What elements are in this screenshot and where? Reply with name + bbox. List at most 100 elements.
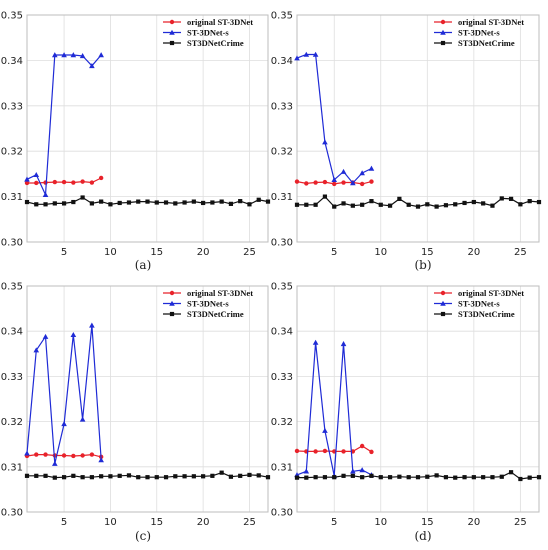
y-tick-label: 0.33 xyxy=(271,372,293,383)
x-tick-label: 20 xyxy=(467,247,480,258)
x-tick-label: 15 xyxy=(421,247,434,258)
data-point xyxy=(304,475,309,480)
panel-caption: (b) xyxy=(414,258,431,272)
data-point xyxy=(145,475,150,480)
data-point xyxy=(341,201,346,206)
y-tick-label: 0.33 xyxy=(1,101,23,112)
y-tick-label: 0.32 xyxy=(271,417,293,428)
legend-label: ST-3DNet-s xyxy=(458,299,500,309)
data-point xyxy=(360,202,365,207)
data-point xyxy=(79,416,86,422)
data-point xyxy=(481,475,486,480)
data-point xyxy=(43,202,48,207)
legend-label: ST-3DNet-s xyxy=(458,28,500,38)
y-tick-label: 0.31 xyxy=(271,462,293,473)
data-point xyxy=(89,201,94,206)
data-point xyxy=(79,53,86,59)
legend-label: ST3DNetCrime xyxy=(187,309,244,319)
data-point xyxy=(126,200,132,205)
data-point xyxy=(518,476,523,482)
y-tick-label: 0.31 xyxy=(271,192,293,203)
data-point xyxy=(453,202,458,207)
data-point xyxy=(313,180,318,185)
plot-area-frame xyxy=(26,285,269,513)
data-point xyxy=(350,473,355,478)
x-tick-label: 25 xyxy=(243,247,256,258)
data-point xyxy=(43,452,48,457)
x-tick-label: 10 xyxy=(374,517,387,528)
data-point xyxy=(182,474,187,479)
data-point xyxy=(238,473,243,478)
x-tick-label: 15 xyxy=(421,517,434,528)
data-point xyxy=(368,165,375,171)
data-point xyxy=(136,199,141,204)
data-point xyxy=(359,170,365,176)
data-point xyxy=(265,475,271,480)
data-point xyxy=(52,475,57,480)
data-point xyxy=(341,449,346,454)
data-point xyxy=(210,200,215,205)
legend-label: ST3DNetCrime xyxy=(187,38,244,48)
data-point xyxy=(350,203,355,208)
x-tick-label: 15 xyxy=(150,517,163,528)
data-point xyxy=(350,180,356,186)
data-point xyxy=(117,473,122,478)
x-tick-label: 20 xyxy=(467,517,480,528)
data-point xyxy=(453,475,458,480)
y-tick-label: 0.30 xyxy=(271,238,293,249)
data-point xyxy=(490,475,495,480)
data-point xyxy=(43,473,48,478)
data-point xyxy=(42,333,49,339)
x-tick-label: 5 xyxy=(331,517,337,528)
data-point xyxy=(387,203,393,208)
data-point xyxy=(294,55,300,61)
data-point xyxy=(61,179,67,185)
x-tick-label: 5 xyxy=(61,517,67,528)
data-point xyxy=(52,460,58,466)
y-tick-label: 0.35 xyxy=(271,11,293,22)
data-point xyxy=(80,475,85,480)
panel-caption: (a) xyxy=(135,258,152,272)
data-point xyxy=(24,180,30,186)
data-point xyxy=(61,421,67,427)
data-point xyxy=(89,180,95,185)
data-point xyxy=(378,475,383,480)
data-point xyxy=(169,290,175,296)
data-point xyxy=(154,475,159,480)
plot-area-frame xyxy=(26,14,269,243)
data-point xyxy=(440,40,446,46)
data-point xyxy=(201,474,206,479)
data-point xyxy=(425,202,430,207)
data-point xyxy=(42,191,49,198)
data-point xyxy=(70,332,77,338)
data-point xyxy=(34,473,39,478)
panel-caption: (c) xyxy=(135,529,151,543)
data-point xyxy=(508,196,514,201)
data-point xyxy=(499,196,504,201)
data-point xyxy=(313,202,318,207)
data-point xyxy=(313,475,318,480)
data-point xyxy=(108,202,113,207)
data-point xyxy=(440,290,446,296)
y-tick-label: 0.32 xyxy=(1,417,23,428)
data-point xyxy=(71,199,76,205)
data-point xyxy=(33,347,40,353)
data-point xyxy=(43,180,48,185)
data-point xyxy=(440,300,446,306)
data-point xyxy=(169,19,175,25)
data-point xyxy=(173,474,178,479)
legend-label: ST3DNetCrime xyxy=(458,38,515,48)
data-point xyxy=(80,195,85,200)
data-point xyxy=(256,473,261,478)
data-point xyxy=(89,475,94,480)
data-point xyxy=(24,176,30,182)
data-point xyxy=(499,474,504,479)
data-point xyxy=(294,448,300,454)
x-tick-label: 5 xyxy=(61,247,67,258)
data-point xyxy=(126,473,132,478)
data-point xyxy=(169,40,175,46)
data-point xyxy=(34,180,39,186)
y-tick-label: 0.32 xyxy=(1,147,23,158)
y-tick-label: 0.35 xyxy=(1,282,23,293)
x-tick-label: 20 xyxy=(197,517,210,528)
